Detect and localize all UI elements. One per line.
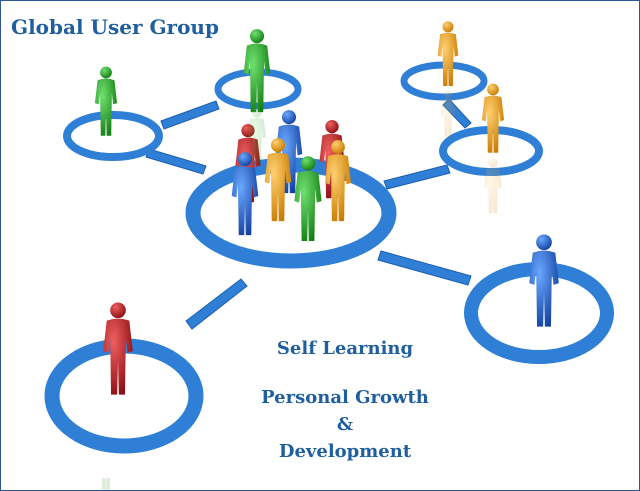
diagram-title: Global User Group xyxy=(11,15,219,39)
person-icon xyxy=(103,302,133,395)
person-icon xyxy=(94,66,118,136)
caption-development: Development xyxy=(278,441,412,462)
person-icon xyxy=(243,29,271,113)
caption-ampersand: & xyxy=(336,414,354,435)
connector-bars xyxy=(145,98,472,330)
person-icon xyxy=(481,83,505,153)
person-icon xyxy=(529,234,559,327)
person-icon xyxy=(437,21,459,86)
caption-personal-growth: Personal Growth xyxy=(261,387,429,408)
caption-self-learning: Self Learning xyxy=(276,338,414,359)
ring-left xyxy=(63,111,163,161)
